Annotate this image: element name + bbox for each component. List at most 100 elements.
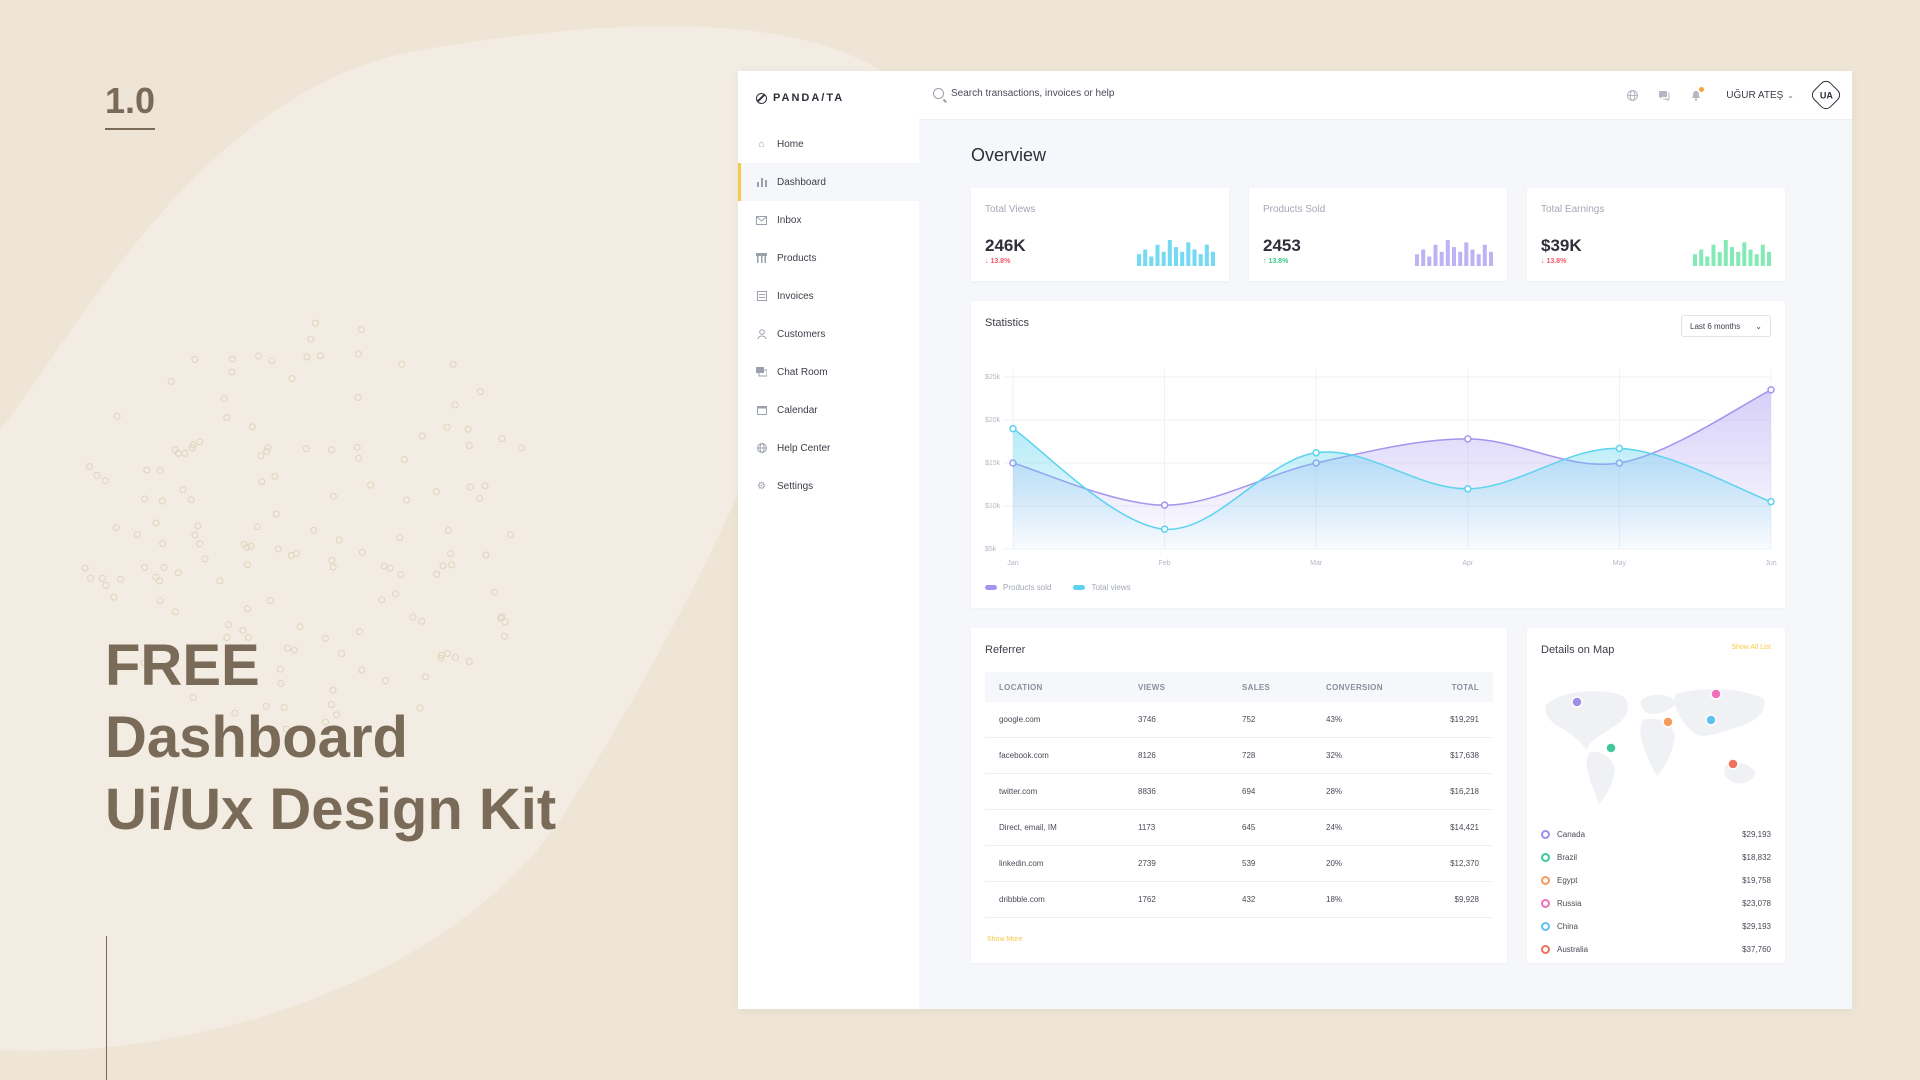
decorative-dot bbox=[439, 562, 447, 570]
decorative-dot bbox=[239, 626, 247, 634]
referrer-card: Referrer LOCATION VIEWS SALES CONVERSION… bbox=[971, 628, 1507, 963]
show-more-link[interactable]: Show More bbox=[987, 936, 1023, 943]
cell-sales: 728 bbox=[1242, 751, 1256, 760]
decorative-dot bbox=[93, 471, 101, 479]
decorative-dot bbox=[159, 540, 167, 548]
spark-bar bbox=[1723, 240, 1728, 266]
map-pin[interactable] bbox=[1727, 758, 1739, 770]
sidebar-item-chat-room[interactable]: Chat Room bbox=[738, 353, 919, 391]
table-row[interactable]: linkedin.com 2739 539 20% $12,370 bbox=[985, 846, 1493, 882]
decorative-dot bbox=[378, 596, 386, 604]
decorative-dot bbox=[243, 543, 251, 551]
list-item[interactable]: Russia $23,078 bbox=[1541, 892, 1771, 915]
decorative-dot bbox=[158, 497, 166, 505]
data-point[interactable] bbox=[1009, 424, 1017, 433]
decorative-dot bbox=[400, 456, 408, 463]
sidebar-item-help-center[interactable]: Help Center bbox=[738, 429, 919, 467]
data-point[interactable] bbox=[1464, 435, 1472, 443]
decorative-dot bbox=[244, 633, 252, 641]
decorative-dot bbox=[262, 702, 270, 710]
products-icon bbox=[756, 253, 767, 264]
sidebar-item-dashboard[interactable]: Dashboard bbox=[738, 163, 919, 201]
decorative-dot bbox=[255, 352, 263, 360]
decorative-dot bbox=[112, 524, 120, 532]
table-row[interactable]: google.com 3746 752 43% $19,291 bbox=[985, 702, 1493, 738]
map-pin[interactable] bbox=[1710, 688, 1722, 700]
list-item[interactable]: China $29,193 bbox=[1541, 915, 1771, 938]
list-item[interactable]: Egypt $19,758 bbox=[1541, 869, 1771, 892]
x-tick-label: Apr bbox=[1462, 560, 1474, 567]
map-pin[interactable] bbox=[1705, 714, 1717, 726]
cell-conversion: 43% bbox=[1326, 715, 1343, 724]
search-input[interactable]: Search transactions, invoices or help bbox=[933, 88, 1114, 99]
list-item[interactable]: Brazil $18,832 bbox=[1541, 846, 1771, 869]
column-header[interactable]: VIEWS bbox=[1138, 682, 1166, 692]
range-select[interactable]: Last 6 months ⌄ bbox=[1681, 315, 1771, 337]
show-all-list-link[interactable]: Show All List bbox=[1731, 644, 1771, 651]
bell-icon[interactable] bbox=[1690, 87, 1705, 101]
table-row[interactable]: Direct, email, IM 1173 645 24% $14,421 bbox=[985, 810, 1493, 846]
sidebar-item-settings[interactable]: ⚙ Settings bbox=[738, 467, 919, 505]
cell-location: dribbble.com bbox=[999, 895, 1045, 904]
brand-logo[interactable]: PANDA/TA bbox=[756, 89, 844, 107]
sidebar-item-calendar[interactable]: Calendar bbox=[738, 391, 919, 429]
sidebar-item-home[interactable]: ⌂ Home bbox=[738, 125, 919, 163]
decorative-dot bbox=[476, 388, 484, 396]
legend-item-products-sold[interactable]: Products sold bbox=[985, 583, 1051, 592]
list-item[interactable]: Canada $29,193 bbox=[1541, 823, 1771, 846]
sidebar-item-invoices[interactable]: Invoices bbox=[738, 277, 919, 315]
spark-bar bbox=[1421, 249, 1426, 266]
decorative-dot bbox=[140, 659, 148, 667]
decorative-dot bbox=[398, 360, 406, 368]
data-point[interactable] bbox=[1160, 501, 1169, 509]
data-point[interactable] bbox=[1767, 497, 1775, 506]
sidebar-item-customers[interactable]: Customers bbox=[738, 315, 919, 353]
decorative-dot bbox=[196, 438, 204, 446]
data-point[interactable] bbox=[1767, 386, 1775, 394]
decorative-dot bbox=[277, 680, 285, 687]
map-pin[interactable] bbox=[1662, 716, 1674, 728]
column-header[interactable]: SALES bbox=[1242, 682, 1271, 692]
kpi-sparkline bbox=[1693, 240, 1771, 266]
decorative-dot bbox=[287, 552, 295, 559]
sidebar-item-inbox[interactable]: Inbox bbox=[738, 201, 919, 239]
spark-bar bbox=[1760, 244, 1765, 266]
table-row[interactable]: twitter.com 8836 694 28% $16,218 bbox=[985, 774, 1493, 810]
decorative-dot bbox=[507, 531, 515, 539]
data-point[interactable] bbox=[1160, 525, 1169, 533]
data-point[interactable] bbox=[1312, 448, 1320, 457]
sidebar-item-label: Invoices bbox=[777, 290, 814, 302]
user-menu[interactable]: UĞUR ATEŞ ⌄ bbox=[1726, 90, 1794, 101]
map-pin[interactable] bbox=[1571, 696, 1583, 708]
decorative-dot bbox=[466, 483, 474, 491]
chat-icon[interactable] bbox=[1658, 89, 1670, 101]
avatar[interactable]: UA bbox=[1809, 78, 1843, 112]
sidebar-item-products[interactable]: Products bbox=[738, 239, 919, 277]
column-header[interactable]: CONVERSION bbox=[1326, 682, 1383, 692]
decorative-dot bbox=[113, 412, 121, 420]
sidebar-item-label: Help Center bbox=[777, 442, 831, 454]
list-item[interactable]: Australia $37,760 bbox=[1541, 938, 1771, 961]
column-header[interactable]: TOTAL bbox=[1451, 682, 1479, 692]
data-point[interactable] bbox=[1464, 485, 1472, 493]
decorative-dot bbox=[271, 472, 279, 480]
legend-item-total-views[interactable]: Total views bbox=[1073, 583, 1131, 592]
globe-icon[interactable] bbox=[1626, 89, 1638, 101]
range-select-value: Last 6 months bbox=[1690, 321, 1741, 331]
data-point[interactable] bbox=[1615, 444, 1624, 453]
spark-bar bbox=[1143, 249, 1148, 266]
spark-bar bbox=[1439, 251, 1444, 266]
decorative-dot bbox=[243, 561, 251, 569]
decorative-dot bbox=[310, 526, 318, 534]
map-pin[interactable] bbox=[1605, 742, 1617, 754]
table-row[interactable]: dribbble.com 1762 432 18% $9,928 bbox=[985, 882, 1493, 918]
spark-bar bbox=[1149, 256, 1154, 266]
cell-location: Direct, email, IM bbox=[999, 823, 1057, 832]
spark-bar bbox=[1427, 256, 1432, 266]
cell-sales: 752 bbox=[1242, 715, 1256, 724]
table-row[interactable]: facebook.com 8126 728 32% $17,638 bbox=[985, 738, 1493, 774]
decorative-dot bbox=[284, 644, 292, 652]
cell-views: 2739 bbox=[1138, 859, 1156, 868]
column-header[interactable]: LOCATION bbox=[999, 682, 1043, 692]
decorative-dot bbox=[356, 628, 364, 636]
